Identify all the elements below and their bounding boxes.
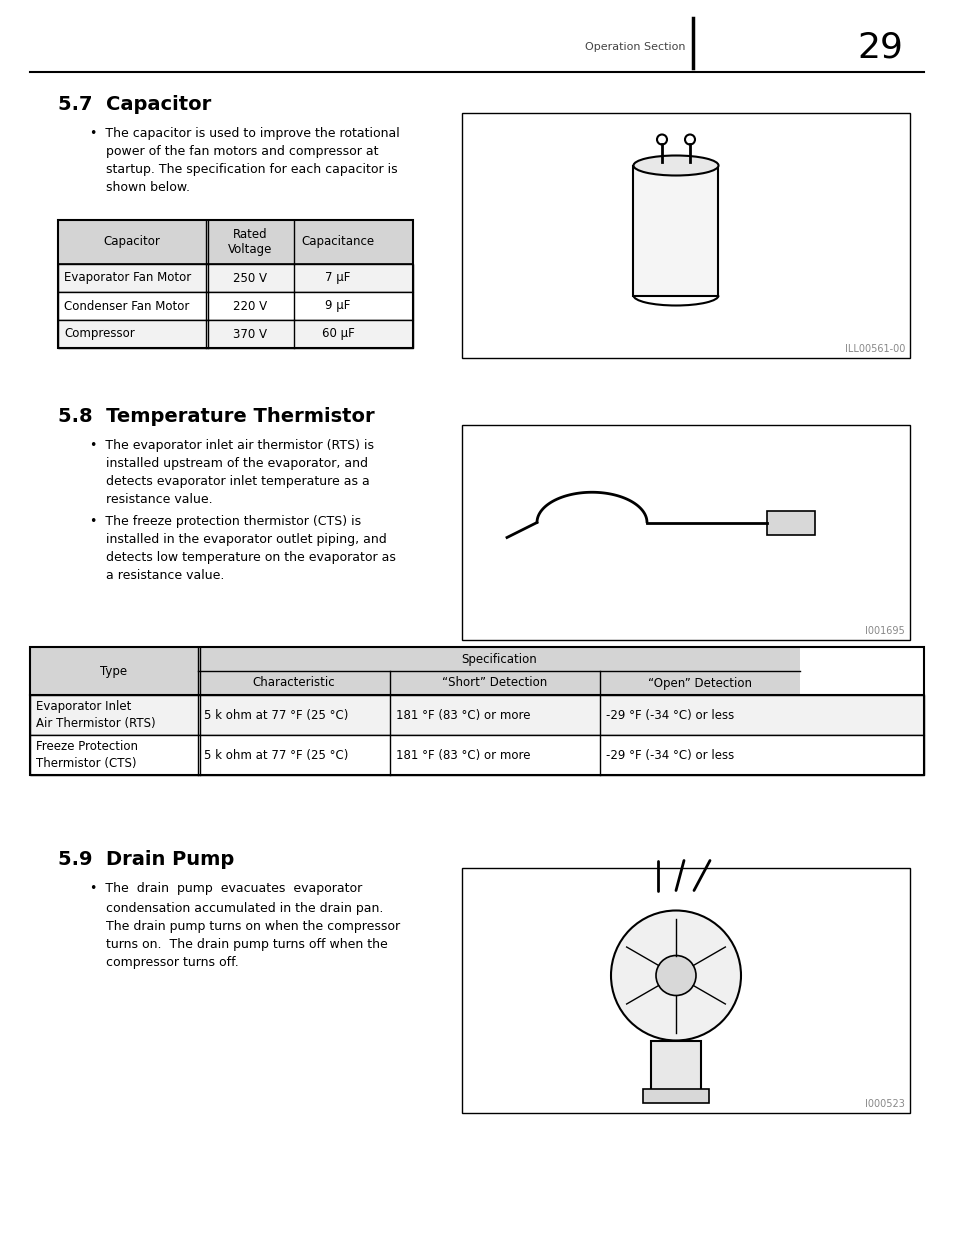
Text: Freeze Protection
Thermistor (CTS): Freeze Protection Thermistor (CTS) (36, 740, 138, 769)
Text: Characteristic: Characteristic (253, 677, 335, 689)
Bar (58, 320, 413, 348)
Text: 5.7  Capacitor: 5.7 Capacitor (58, 95, 211, 114)
Text: -29 °F (-34 °C) or less: -29 °F (-34 °C) or less (605, 709, 734, 721)
Text: Capacitor: Capacitor (104, 236, 160, 248)
Text: 5 k ohm at 77 °F (25 °C): 5 k ohm at 77 °F (25 °C) (204, 709, 348, 721)
Ellipse shape (633, 156, 718, 175)
Text: ILL00561-00: ILL00561-00 (843, 345, 904, 354)
Text: Type: Type (100, 664, 128, 678)
Bar (58, 264, 413, 291)
Text: turns on.  The drain pump turns off when the: turns on. The drain pump turns off when … (90, 939, 387, 951)
Text: 181 °F (83 °C) or more: 181 °F (83 °C) or more (395, 748, 530, 762)
Text: shown below.: shown below. (90, 182, 190, 194)
Text: 370 V: 370 V (233, 327, 267, 341)
Text: detects evaporator inlet temperature as a: detects evaporator inlet temperature as … (90, 475, 370, 488)
Bar (461, 112, 909, 358)
Text: “Short” Detection: “Short” Detection (442, 677, 547, 689)
Bar (599, 671, 800, 695)
Text: compressor turns off.: compressor turns off. (90, 956, 238, 969)
Bar (390, 671, 599, 695)
Text: a resistance value.: a resistance value. (90, 569, 224, 582)
Bar (650, 1041, 700, 1091)
Bar (30, 647, 923, 776)
Text: Evaporator Fan Motor: Evaporator Fan Motor (64, 272, 191, 284)
Bar (58, 220, 413, 264)
Text: installed in the evaporator outlet piping, and: installed in the evaporator outlet pipin… (90, 534, 386, 546)
Bar (58, 320, 413, 348)
Text: Rated
Voltage: Rated Voltage (228, 227, 272, 257)
Bar (58, 291, 413, 320)
Bar (58, 264, 413, 291)
Bar (766, 510, 814, 535)
Text: 7 μF: 7 μF (325, 272, 351, 284)
Bar (642, 1088, 708, 1103)
Text: 29: 29 (856, 30, 902, 64)
Text: resistance value.: resistance value. (90, 493, 213, 506)
Text: •  The  drain  pump  evacuates  evaporator: • The drain pump evacuates evaporator (90, 882, 362, 895)
Text: power of the fan motors and compressor at: power of the fan motors and compressor a… (90, 144, 378, 158)
Text: 5 k ohm at 77 °F (25 °C): 5 k ohm at 77 °F (25 °C) (204, 748, 348, 762)
Bar (30, 695, 923, 735)
Text: •  The capacitor is used to improve the rotational: • The capacitor is used to improve the r… (90, 127, 399, 140)
Text: 60 μF: 60 μF (321, 327, 354, 341)
Bar (58, 220, 413, 348)
Bar (461, 868, 909, 1113)
Text: 5.8  Temperature Thermistor: 5.8 Temperature Thermistor (58, 408, 375, 426)
Circle shape (656, 956, 696, 995)
Text: Compressor: Compressor (64, 327, 134, 341)
Text: Specification: Specification (460, 652, 537, 666)
Bar (198, 647, 800, 671)
Text: Condenser Fan Motor: Condenser Fan Motor (64, 300, 190, 312)
Text: “Open” Detection: “Open” Detection (647, 677, 751, 689)
Bar (633, 165, 718, 295)
Text: •  The evaporator inlet air thermistor (RTS) is: • The evaporator inlet air thermistor (R… (90, 438, 374, 452)
Text: detects low temperature on the evaporator as: detects low temperature on the evaporato… (90, 551, 395, 564)
Bar (198, 671, 390, 695)
Circle shape (610, 910, 740, 1041)
Bar (58, 291, 413, 320)
Bar (30, 735, 923, 776)
Bar (58, 220, 413, 264)
Text: 9 μF: 9 μF (325, 300, 351, 312)
Text: -29 °F (-34 °C) or less: -29 °F (-34 °C) or less (605, 748, 734, 762)
Text: Operation Section: Operation Section (585, 42, 685, 52)
Text: 181 °F (83 °C) or more: 181 °F (83 °C) or more (395, 709, 530, 721)
Text: 250 V: 250 V (233, 272, 267, 284)
Text: Evaporator Inlet
Air Thermistor (RTS): Evaporator Inlet Air Thermistor (RTS) (36, 700, 155, 730)
Text: 5.9  Drain Pump: 5.9 Drain Pump (58, 850, 234, 869)
Text: The drain pump turns on when the compressor: The drain pump turns on when the compres… (90, 920, 399, 932)
Text: condensation accumulated in the drain pan.: condensation accumulated in the drain pa… (90, 902, 383, 915)
Bar (30, 735, 923, 776)
Text: startup. The specification for each capacitor is: startup. The specification for each capa… (90, 163, 397, 177)
Text: 220 V: 220 V (233, 300, 267, 312)
Text: •  The freeze protection thermistor (CTS) is: • The freeze protection thermistor (CTS)… (90, 515, 361, 529)
Bar (461, 425, 909, 640)
Text: I000523: I000523 (864, 1099, 904, 1109)
Text: I001695: I001695 (864, 626, 904, 636)
Text: Capacitance: Capacitance (301, 236, 375, 248)
Bar (30, 647, 198, 695)
Text: installed upstream of the evaporator, and: installed upstream of the evaporator, an… (90, 457, 368, 471)
Bar (30, 695, 923, 735)
